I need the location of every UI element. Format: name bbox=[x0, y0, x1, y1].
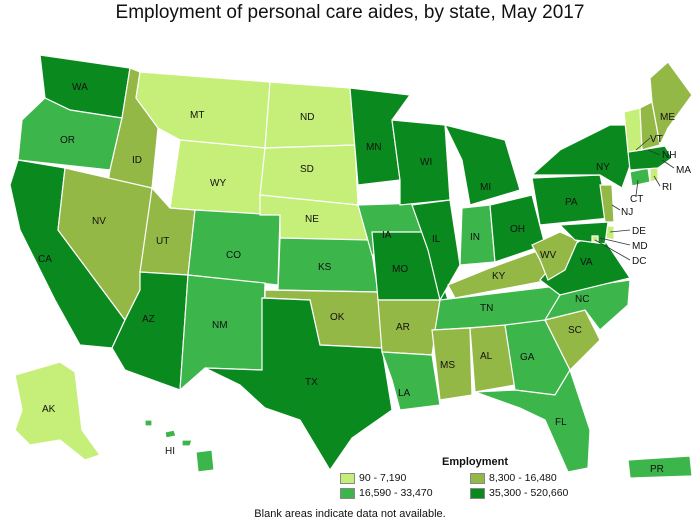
legend-swatch bbox=[470, 487, 485, 499]
state-MS bbox=[431, 327, 473, 401]
legend-title: Employment bbox=[441, 456, 508, 468]
legend-swatch bbox=[340, 472, 355, 484]
state-TX bbox=[204, 297, 393, 472]
footnote: Blank areas indicate data not available. bbox=[254, 508, 446, 520]
label-NJ: NJ bbox=[621, 207, 633, 218]
label-OH: OH bbox=[510, 224, 525, 235]
state-CT bbox=[629, 167, 651, 187]
label-MD: MD bbox=[632, 241, 648, 252]
label-VA: VA bbox=[580, 257, 593, 268]
label-KS: KS bbox=[318, 262, 332, 273]
label-AR: AR bbox=[396, 322, 410, 333]
label-ME: ME bbox=[660, 112, 675, 123]
label-FL: FL bbox=[555, 417, 567, 428]
legend-item: 90 - 7,190 bbox=[340, 472, 470, 484]
label-TX: TX bbox=[305, 377, 318, 388]
label-WV: WV bbox=[540, 250, 556, 261]
state-labels: WA OR CA ID NV MT WY UT AZ CO NM ND SD N… bbox=[38, 82, 691, 475]
legend-item: 16,590 - 33,470 bbox=[340, 487, 470, 499]
label-OR: OR bbox=[60, 135, 75, 146]
state-MI bbox=[443, 124, 521, 206]
state-ME bbox=[649, 61, 693, 147]
label-VT: VT bbox=[650, 134, 663, 145]
label-WA: WA bbox=[72, 82, 88, 93]
state-FL bbox=[474, 368, 591, 473]
label-PA: PA bbox=[565, 197, 578, 208]
legend-item: 8,300 - 16,480 bbox=[470, 472, 610, 484]
label-CA: CA bbox=[38, 254, 52, 265]
state-LA bbox=[381, 351, 441, 411]
state-MA bbox=[627, 145, 673, 171]
label-LA: LA bbox=[398, 388, 411, 399]
leader-lines bbox=[594, 137, 675, 261]
label-NH: NH bbox=[662, 150, 676, 161]
label-NC: NC bbox=[575, 294, 589, 305]
legend-label: 16,590 - 33,470 bbox=[359, 487, 433, 499]
state-AK bbox=[14, 361, 101, 461]
label-IL: IL bbox=[432, 234, 441, 245]
label-GA: GA bbox=[520, 352, 535, 363]
label-UT: UT bbox=[156, 236, 169, 247]
state-NJ bbox=[599, 184, 615, 223]
legend-label: 35,300 - 520,660 bbox=[489, 487, 569, 499]
state-CO bbox=[187, 209, 281, 286]
label-MS: MS bbox=[440, 360, 455, 371]
legend-label: 90 - 7,190 bbox=[359, 472, 407, 484]
state-HI bbox=[144, 419, 215, 473]
label-IN: IN bbox=[470, 232, 480, 243]
label-SC: SC bbox=[568, 325, 582, 336]
label-AK: AK bbox=[42, 404, 56, 415]
label-ID: ID bbox=[132, 155, 142, 166]
state-WV bbox=[531, 231, 579, 281]
label-PR: PR bbox=[650, 464, 664, 475]
state-WI bbox=[391, 119, 451, 206]
legend-label: 8,300 - 16,480 bbox=[489, 472, 557, 484]
label-CO: CO bbox=[226, 250, 241, 261]
label-WY: WY bbox=[210, 178, 226, 189]
legend-item: 35,300 - 520,660 bbox=[470, 487, 610, 499]
label-SD: SD bbox=[300, 164, 314, 175]
legend-swatch bbox=[470, 472, 485, 484]
label-TN: TN bbox=[480, 303, 493, 314]
label-KY: KY bbox=[492, 271, 506, 282]
map-title: Employment of personal care aides, by st… bbox=[115, 2, 585, 23]
label-NM: NM bbox=[212, 320, 228, 331]
label-MI: MI bbox=[480, 182, 491, 193]
label-AZ: AZ bbox=[142, 314, 155, 325]
label-NV: NV bbox=[92, 216, 106, 227]
territory-PR bbox=[627, 455, 693, 479]
legend-swatch bbox=[340, 487, 355, 499]
label-MA: MA bbox=[676, 165, 691, 176]
label-MT: MT bbox=[190, 110, 204, 121]
label-CT: CT bbox=[630, 194, 643, 205]
label-WI: WI bbox=[420, 157, 432, 168]
label-IA: IA bbox=[382, 230, 392, 241]
label-ND: ND bbox=[300, 112, 314, 123]
legend: Employment 90 - 7,190 8,300 - 16,480 16,… bbox=[340, 456, 610, 499]
label-MO: MO bbox=[392, 264, 408, 275]
legend-grid: 90 - 7,190 8,300 - 16,480 16,590 - 33,47… bbox=[340, 472, 610, 499]
label-MN: MN bbox=[366, 142, 382, 153]
label-HI: HI bbox=[165, 446, 175, 457]
label-NY: NY bbox=[596, 162, 610, 173]
state-IL bbox=[411, 199, 461, 302]
label-OK: OK bbox=[330, 312, 345, 323]
label-AL: AL bbox=[480, 351, 493, 362]
label-DE: DE bbox=[632, 226, 646, 237]
label-RI: RI bbox=[662, 182, 672, 193]
label-NE: NE bbox=[305, 214, 319, 225]
label-DC: DC bbox=[632, 256, 646, 267]
